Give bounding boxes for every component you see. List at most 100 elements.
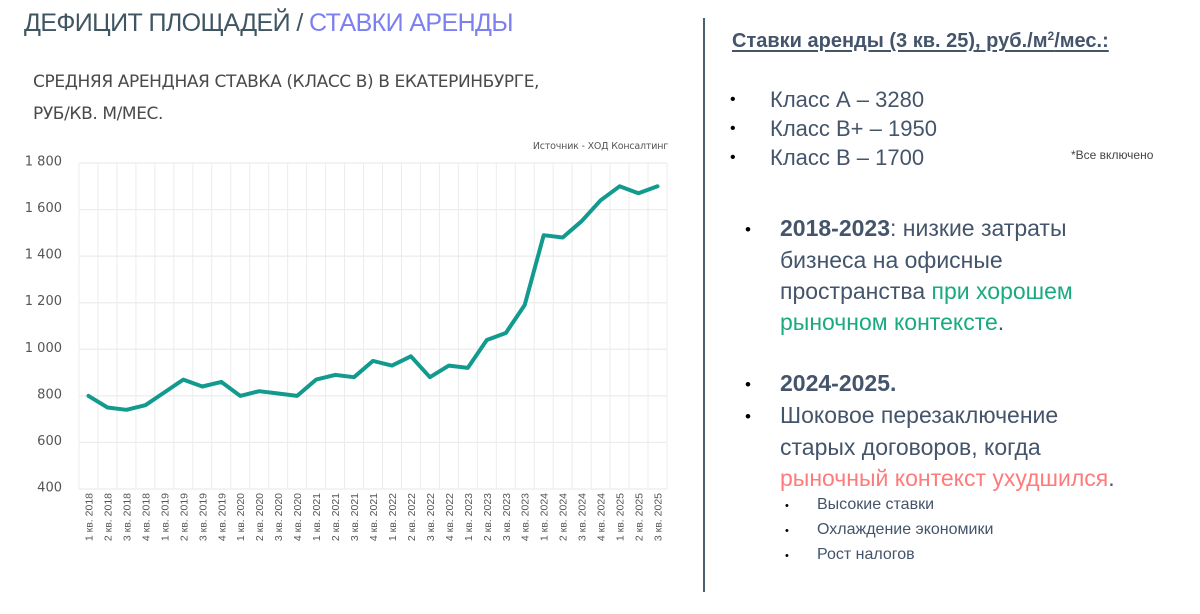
rates-list: • Класс А – 3280 • Класс В+ – 1950 • Класс … [730, 85, 937, 172]
factor-label: Высокие ставки [817, 496, 935, 513]
period2-text: Шоковое перезаключение [780, 402, 1059, 428]
bullet-icon: • [730, 120, 736, 137]
y-tick-label: 1 400 [25, 248, 62, 263]
period-2018-2023: • 2018-2023: низкие затраты бизнеса на о… [745, 213, 1073, 338]
x-tick-label: 1 кв. 2019 [159, 493, 171, 541]
x-tick-label: 2 кв. 2020 [254, 493, 266, 541]
chart-grid [78, 162, 668, 490]
page-title: ДЕФИЦИТ ПЛОЩАДЕЙ / СТАВКИ АРЕНДЫ [24, 9, 513, 38]
period1-highlight: при хорошем [931, 278, 1073, 304]
x-tick-label: 1 кв. 2021 [311, 493, 323, 541]
bullet-icon: • [745, 220, 751, 239]
x-tick-label: 2 кв. 2024 [558, 493, 570, 541]
x-tick-label: 1 кв. 2023 [463, 493, 475, 541]
rate-item-class-a: • Класс А – 3280 [730, 85, 937, 114]
x-tick-label: 2 кв. 2021 [330, 493, 342, 541]
x-tick-label: 2 кв. 2025 [634, 493, 646, 541]
x-tick-label: 3 кв. 2023 [501, 493, 513, 541]
x-tick-label: 4 кв. 2019 [216, 493, 228, 541]
period1-line2: бизнеса на офисные [745, 245, 1073, 276]
factor-item: • Охлаждение экономики [785, 518, 993, 543]
period1-year: 2018-2023 [780, 215, 890, 241]
period2-highlight: рыночный контекст ухудшился [780, 465, 1109, 491]
series-line [86, 184, 660, 412]
factor-label: Охлаждение экономики [817, 521, 994, 538]
y-tick-label: 1 200 [25, 294, 62, 309]
rate-item-class-b: • Класс В – 1700 [730, 143, 937, 172]
y-tick-label: 600 [37, 434, 62, 449]
period1-text: пространства [780, 278, 932, 304]
y-tick-label: 800 [37, 387, 62, 402]
all-inclusive-note: *Все включено [1071, 148, 1154, 162]
vertical-divider [703, 18, 705, 592]
bullet-icon: • [745, 407, 751, 426]
x-tick-label: 3 кв. 2020 [273, 493, 285, 541]
factor-item: • Рост налогов [785, 543, 993, 568]
x-axis: 1 кв. 2018 2 кв. 2018 3 кв. 2018 4 кв. 2018… [83, 493, 664, 541]
x-tick-label: 1 кв. 2018 [83, 493, 95, 541]
bullet-icon: • [730, 149, 736, 166]
period1-line1: • 2018-2023: низкие затраты [745, 213, 1073, 245]
x-tick-label: 2 кв. 2018 [102, 493, 114, 541]
line-chart: 400 600 800 1 000 1 200 1 400 1 600 1 800 1 кв.… [25, 155, 668, 541]
page-title-accent: СТАВКИ АРЕНДЫ [309, 9, 513, 37]
page-title-main: ДЕФИЦИТ ПЛОЩАДЕЙ / [24, 9, 310, 37]
x-tick-label: 3 кв. 2021 [349, 493, 361, 541]
period2-text: . [1108, 465, 1115, 491]
x-tick-label: 2 кв. 2023 [482, 493, 494, 541]
factor-label: Рост налогов [817, 546, 915, 563]
bullet-icon: • [745, 375, 751, 394]
y-axis: 400 600 800 1 000 1 200 1 400 1 600 1 800 [25, 155, 62, 496]
x-tick-label: 4 кв. 2021 [368, 493, 380, 541]
y-tick-label: 1 600 [25, 201, 62, 216]
x-tick-label: 2 кв. 2022 [406, 493, 418, 541]
x-tick-label: 3 кв. 2019 [197, 493, 209, 541]
bullet-icon: • [730, 91, 736, 108]
chart-source: Источник - ХОД Консалтинг [532, 141, 668, 152]
chart-title-line2: РУБ/КВ. М/МЕС. [33, 104, 164, 124]
x-tick-label: 1 кв. 2022 [387, 493, 399, 541]
bullet-icon: • [785, 500, 789, 512]
y-tick-label: 1 000 [25, 341, 62, 356]
bullet-icon: • [785, 550, 789, 562]
rates-heading-text: Ставки аренды (3 кв. 25), руб./м [732, 30, 1048, 52]
rate-label: Класс В+ – 1950 [770, 116, 937, 141]
y-tick-label: 1 800 [25, 155, 62, 170]
period2-text: старых договоров, когда [780, 434, 1041, 460]
rate-label: Класс А – 3280 [770, 87, 925, 112]
period1-line3: пространства при хорошем [745, 276, 1073, 307]
right-panel: Ставки аренды (3 кв. 25), руб./м2/мес.: … [705, 0, 1200, 614]
period1-highlight: рыночном контексте [780, 309, 998, 335]
x-tick-label: 1 кв. 2020 [235, 493, 247, 541]
x-tick-label: 4 кв. 2018 [140, 493, 152, 541]
x-tick-label: 3 кв. 2024 [577, 493, 589, 541]
rates-heading-sup: 2 [1047, 29, 1055, 43]
period2-line3: рыночный контекст ухудшился. [745, 463, 1115, 494]
x-tick-label: 1 кв. 2024 [539, 493, 551, 541]
x-tick-label: 2 кв. 2019 [178, 493, 190, 541]
y-tick-label: 400 [37, 481, 62, 496]
rate-label: Класс В – 1700 [770, 145, 925, 170]
x-tick-label: 3 кв. 2025 [653, 493, 665, 541]
period2-line2: старых договоров, когда [745, 432, 1115, 463]
rate-item-class-b-plus: • Класс В+ – 1950 [730, 114, 937, 143]
x-tick-label: 4 кв. 2020 [292, 493, 304, 541]
x-tick-label: 4 кв. 2023 [520, 493, 532, 541]
period1-text: . [997, 309, 1005, 335]
x-tick-label: 4 кв. 2024 [596, 493, 608, 541]
chart-title-line1: СРЕДНЯЯ АРЕНДНАЯ СТАВКА (КЛАСС В) В ЕКАТ… [33, 72, 540, 92]
x-tick-label: 3 кв. 2018 [121, 493, 133, 541]
period2-year: 2024-2025. [780, 370, 897, 396]
bullet-icon: • [785, 525, 789, 537]
rates-heading-suffix: /мес.: [1054, 30, 1109, 52]
period2-year-line: • 2024-2025. [745, 368, 1115, 400]
period1-text: бизнеса на офисные [780, 247, 1003, 273]
chart-title: СРЕДНЯЯ АРЕНДНАЯ СТАВКА (КЛАСС В) В ЕКАТ… [33, 66, 673, 130]
period1-line4: рыночном контексте. [745, 307, 1073, 338]
x-tick-label: 1 кв. 2025 [615, 493, 627, 541]
factor-item: • Высокие ставки [785, 493, 993, 518]
period-2024-2025: • 2024-2025. • Шоковое перезаключение ст… [745, 368, 1115, 494]
x-tick-label: 3 кв. 2022 [425, 493, 437, 541]
period1-text: : низкие затраты [890, 215, 1067, 241]
factors-list: • Высокие ставки • Охлаждение экономики • Р… [785, 493, 993, 568]
